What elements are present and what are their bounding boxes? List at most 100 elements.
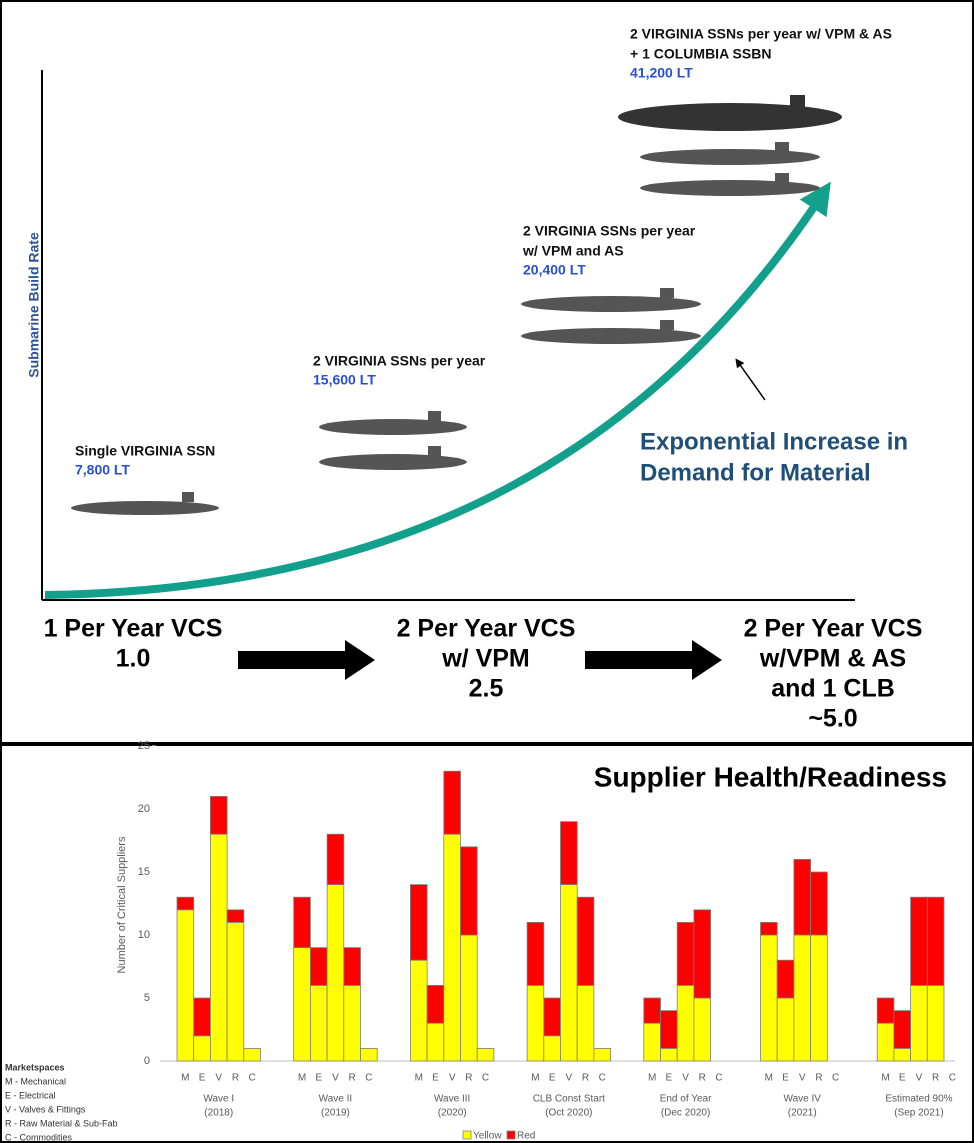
bar-segment — [661, 1011, 678, 1049]
bar-segment — [561, 822, 578, 885]
bar-segment — [594, 1048, 611, 1061]
note: M - Mechanical — [5, 1076, 66, 1086]
x-tick-label: M — [531, 1073, 539, 1084]
x-tick-label: E — [315, 1073, 322, 1084]
bar-segment — [310, 985, 327, 1061]
stage-weight: 20,400 LT — [523, 262, 586, 278]
legend-swatch — [507, 1131, 515, 1139]
group-label: (Sep 2021) — [894, 1108, 943, 1119]
bar-segment — [644, 1023, 661, 1061]
x-tick-label: R — [582, 1073, 589, 1084]
bar-segment — [444, 834, 461, 1061]
bar-segment — [544, 1036, 561, 1061]
group-label: (2019) — [321, 1108, 350, 1119]
group-label: Wave I — [203, 1094, 234, 1105]
x-tick-label: C — [715, 1073, 722, 1084]
bar-segment — [577, 897, 594, 985]
x-tick-label: V — [566, 1073, 573, 1084]
y-axis-label: Submarine Build Rate — [26, 232, 42, 378]
x-tick-label: V — [916, 1073, 923, 1084]
stage-label: 2 VIRGINIA SSNs per year — [313, 353, 486, 369]
bar-segment — [911, 985, 928, 1061]
bar-segment — [294, 897, 311, 947]
x-tick-label: C — [482, 1073, 489, 1084]
bar-segment — [461, 935, 478, 1061]
x-tick-label: V — [332, 1073, 339, 1084]
group-label: CLB Const Start — [533, 1094, 605, 1105]
x-tick-label: M — [648, 1073, 656, 1084]
bar-segment — [927, 897, 944, 985]
x-tick-label: R — [232, 1073, 239, 1084]
bar-segment — [777, 960, 794, 998]
y-tick-label: 20 — [138, 803, 150, 815]
bar-segment — [761, 922, 778, 935]
bar-segment — [761, 935, 778, 1061]
note: R - Raw Material & Sub-Fab — [5, 1118, 118, 1128]
x-tick-label: C — [249, 1073, 256, 1084]
bar-segment — [561, 885, 578, 1061]
x-tick-label: R — [815, 1073, 822, 1084]
bar-segment — [527, 922, 544, 985]
bar-segment — [911, 897, 928, 985]
group-label: Estimated 90% — [885, 1094, 952, 1105]
bar-segment — [794, 935, 811, 1061]
x-tick-label: M — [765, 1073, 773, 1084]
x-tick-label: R — [932, 1073, 939, 1084]
y-tick-label: 15 — [138, 866, 150, 878]
bar-segment — [227, 922, 244, 1061]
y-tick-label: 0 — [144, 1055, 150, 1067]
bar-segment — [294, 948, 311, 1061]
x-tick-label: E — [899, 1073, 906, 1084]
x-tick-label: V — [799, 1073, 806, 1084]
bar-segment — [477, 1048, 494, 1061]
group-label: (Oct 2020) — [545, 1108, 592, 1119]
bar-segment — [877, 1023, 894, 1061]
bar-segment — [177, 897, 194, 910]
x-tick-label: V — [449, 1073, 456, 1084]
bar-segment — [427, 1023, 444, 1061]
legend-label: Red — [517, 1131, 535, 1142]
bar-segment — [244, 1048, 261, 1061]
bar-segment — [177, 910, 194, 1061]
y-tick-label: 10 — [138, 929, 150, 941]
y-tick-label: 25 — [138, 740, 150, 752]
stage-weight: 7,800 LT — [75, 462, 130, 478]
group-label: (Dec 2020) — [661, 1108, 710, 1119]
chart-title: Supplier Health/Readiness — [594, 761, 947, 792]
annotation: Exponential Increase in — [640, 428, 908, 455]
bar-segment — [461, 847, 478, 935]
bar-segment — [527, 985, 544, 1061]
bar-segment — [194, 998, 211, 1036]
page: Submarine Build Rate Single VIRGINIA SSN… — [0, 0, 974, 1143]
group-label: End of Year — [660, 1094, 712, 1105]
x-tick-label: V — [215, 1073, 222, 1084]
bar-segment — [210, 834, 227, 1061]
bar-segment — [410, 960, 427, 1061]
x-tick-label: M — [298, 1073, 306, 1084]
bar-segment — [227, 910, 244, 923]
x-tick-label: C — [832, 1073, 839, 1084]
bar-segment — [811, 935, 828, 1061]
stage-weight: 15,600 LT — [313, 372, 376, 388]
stage-label: 2 VIRGINIA SSNs per year w/ VPM & AS — [630, 26, 892, 42]
x-tick-label: E — [666, 1073, 673, 1084]
x-tick-label: R — [465, 1073, 472, 1084]
bar-segment — [894, 1011, 911, 1049]
stage-x-label: w/ VPM — [441, 645, 530, 673]
bar-segment — [644, 998, 661, 1023]
note: C - Commodities — [5, 1132, 73, 1142]
y-tick-label: 5 — [144, 992, 150, 1004]
group-label: Wave III — [434, 1094, 470, 1105]
annotation: Demand for Material — [640, 459, 871, 486]
note: V - Valves & Fittings — [5, 1104, 86, 1114]
stage-x-label: and 1 CLB — [771, 675, 895, 703]
bar-segment — [811, 872, 828, 935]
stage-x-label: 1 Per Year VCS — [44, 615, 223, 643]
bar-segment — [427, 985, 444, 1023]
x-tick-label: V — [682, 1073, 689, 1084]
bar-segment — [210, 796, 227, 834]
bar-segment — [444, 771, 461, 834]
group-label: Wave IV — [784, 1094, 822, 1105]
stage-label: 2 VIRGINIA SSNs per year — [523, 223, 696, 239]
bar-segment — [677, 922, 694, 985]
